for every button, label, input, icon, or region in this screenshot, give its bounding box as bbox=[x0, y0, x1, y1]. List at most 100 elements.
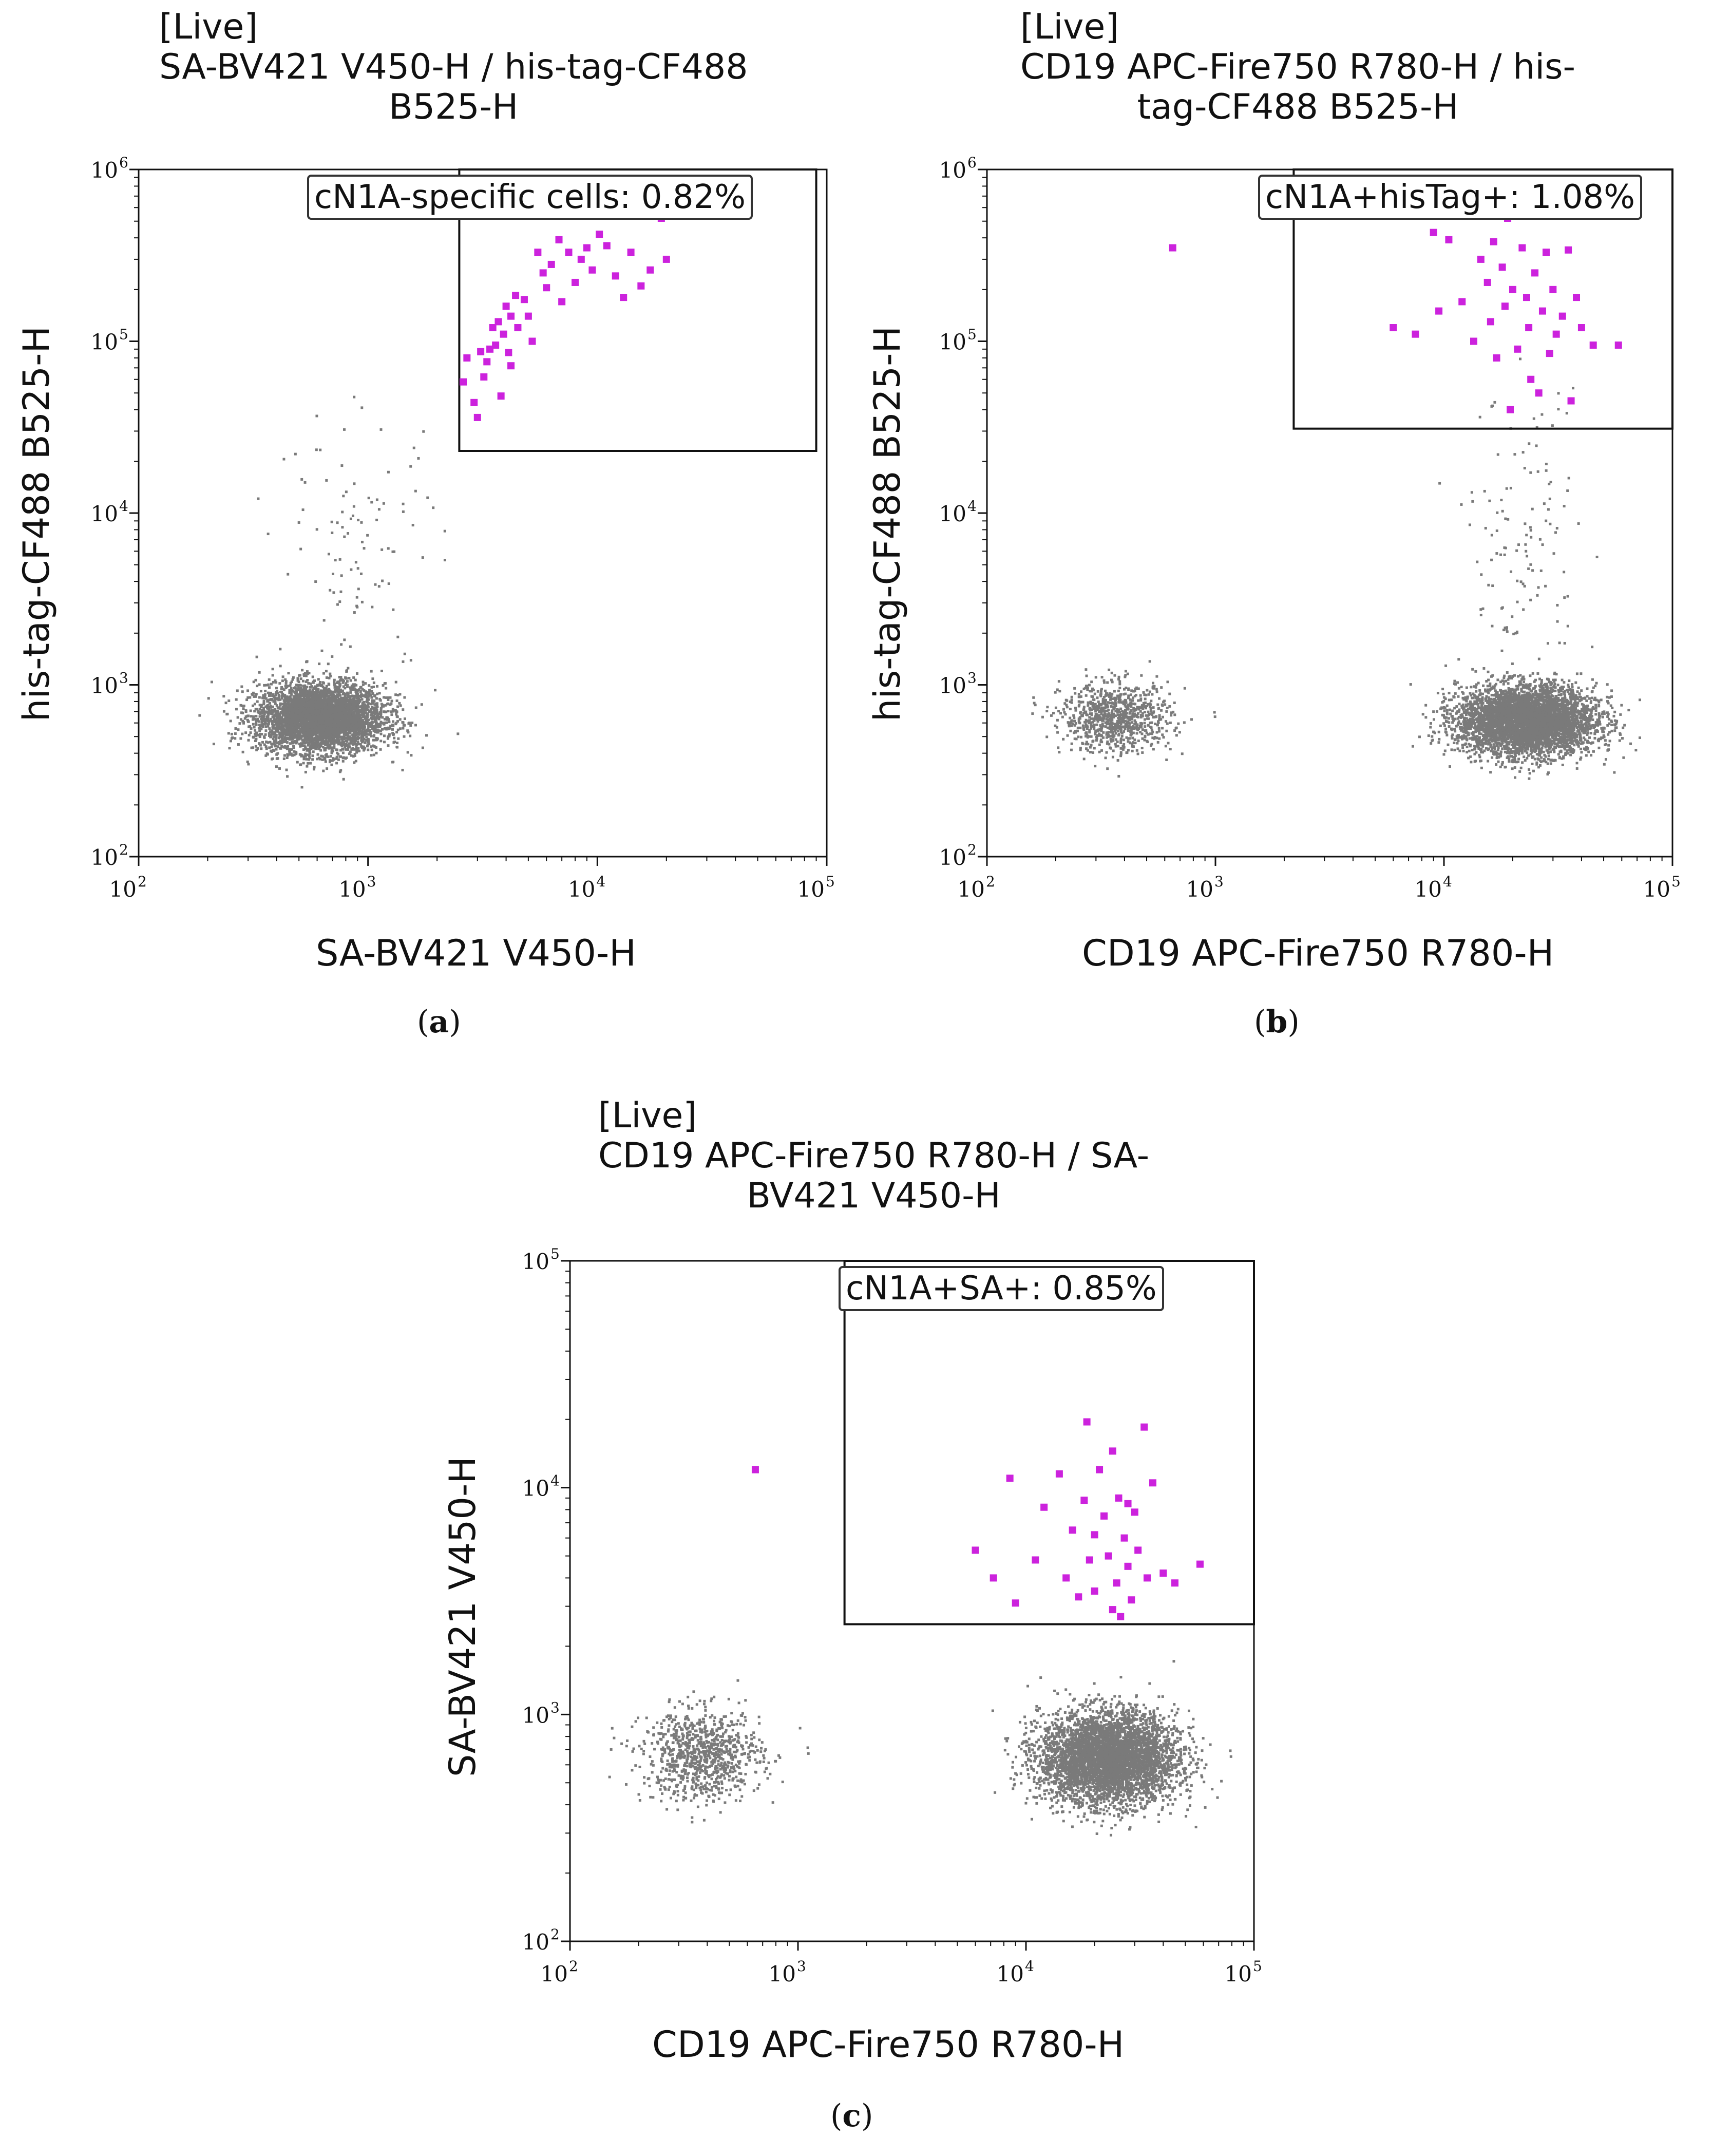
event-point bbox=[1096, 708, 1099, 711]
event-point bbox=[261, 724, 264, 727]
event-point bbox=[298, 714, 301, 717]
event-point bbox=[392, 710, 395, 713]
event-point bbox=[322, 722, 325, 725]
event-point bbox=[387, 737, 390, 740]
event-point bbox=[261, 709, 264, 712]
event-point bbox=[333, 712, 336, 715]
event-point bbox=[379, 712, 383, 715]
event-point bbox=[388, 721, 391, 724]
event-point bbox=[376, 726, 379, 729]
event-point bbox=[347, 706, 350, 709]
event-point bbox=[1157, 727, 1161, 730]
event-point bbox=[1132, 731, 1135, 734]
event-point bbox=[333, 725, 336, 728]
event-point bbox=[1151, 713, 1154, 716]
event-point bbox=[385, 687, 388, 690]
event-point bbox=[1096, 705, 1099, 708]
event-point bbox=[320, 754, 323, 758]
event-point bbox=[318, 683, 321, 686]
event-point bbox=[421, 746, 424, 749]
event-point bbox=[258, 729, 261, 732]
event-point bbox=[307, 762, 310, 765]
event-point bbox=[1099, 734, 1102, 737]
event-point bbox=[242, 707, 245, 710]
event-point bbox=[371, 702, 374, 705]
event-point bbox=[319, 680, 322, 684]
event-point bbox=[348, 710, 351, 713]
event-point bbox=[295, 709, 298, 712]
event-point bbox=[343, 638, 346, 641]
event-point bbox=[343, 741, 346, 744]
event-point bbox=[356, 694, 359, 697]
event-point bbox=[332, 757, 335, 760]
event-point bbox=[309, 707, 312, 710]
event-point bbox=[261, 714, 264, 717]
event-point bbox=[274, 679, 277, 682]
event-point bbox=[351, 514, 354, 517]
event-point bbox=[352, 733, 355, 736]
event-point bbox=[396, 742, 399, 745]
event-point bbox=[335, 762, 338, 765]
gated-point bbox=[637, 282, 645, 290]
event-point bbox=[381, 704, 384, 707]
event-point bbox=[331, 748, 334, 751]
event-point bbox=[1089, 751, 1092, 754]
event-point bbox=[286, 695, 289, 698]
event-point bbox=[280, 745, 283, 748]
event-point bbox=[281, 687, 284, 690]
event-point bbox=[342, 719, 345, 722]
event-point bbox=[315, 745, 318, 748]
event-point bbox=[350, 700, 353, 703]
event-point bbox=[290, 680, 293, 684]
event-point bbox=[301, 725, 305, 728]
event-point bbox=[303, 738, 306, 741]
event-point bbox=[345, 748, 348, 751]
event-point bbox=[344, 709, 347, 712]
event-point bbox=[333, 728, 336, 731]
event-point bbox=[280, 716, 283, 719]
event-point bbox=[377, 717, 381, 721]
event-point bbox=[269, 735, 272, 739]
event-point bbox=[256, 747, 259, 750]
event-point bbox=[262, 696, 265, 699]
event-point bbox=[230, 732, 233, 735]
event-point bbox=[366, 699, 369, 703]
event-point bbox=[313, 742, 316, 745]
event-point bbox=[259, 728, 262, 731]
event-point bbox=[385, 717, 388, 720]
event-point bbox=[357, 731, 360, 734]
event-point bbox=[249, 696, 252, 699]
event-point bbox=[337, 740, 340, 743]
event-point bbox=[344, 739, 347, 742]
event-point bbox=[1105, 731, 1108, 734]
event-point bbox=[315, 688, 318, 691]
event-point bbox=[264, 722, 267, 725]
event-point bbox=[350, 710, 353, 713]
event-point bbox=[393, 736, 396, 740]
event-point bbox=[334, 689, 337, 692]
event-point bbox=[277, 741, 280, 744]
event-point bbox=[312, 693, 315, 696]
event-point bbox=[333, 707, 336, 710]
event-point bbox=[317, 696, 320, 699]
event-point bbox=[370, 754, 373, 757]
event-point bbox=[335, 748, 338, 751]
event-point bbox=[289, 684, 292, 687]
event-point bbox=[289, 742, 292, 745]
event-point bbox=[332, 735, 335, 739]
event-point bbox=[295, 684, 298, 687]
event-point bbox=[250, 746, 253, 749]
event-point bbox=[335, 702, 338, 705]
event-point bbox=[365, 693, 368, 696]
event-point bbox=[332, 591, 335, 594]
event-point bbox=[333, 717, 336, 720]
event-point bbox=[333, 732, 336, 735]
event-point bbox=[1178, 731, 1181, 734]
gated-point bbox=[524, 312, 532, 320]
event-point bbox=[311, 736, 314, 739]
event-point bbox=[341, 740, 344, 743]
event-point bbox=[327, 714, 330, 717]
event-point bbox=[406, 730, 409, 733]
event-point bbox=[354, 738, 357, 741]
event-point bbox=[370, 670, 373, 673]
